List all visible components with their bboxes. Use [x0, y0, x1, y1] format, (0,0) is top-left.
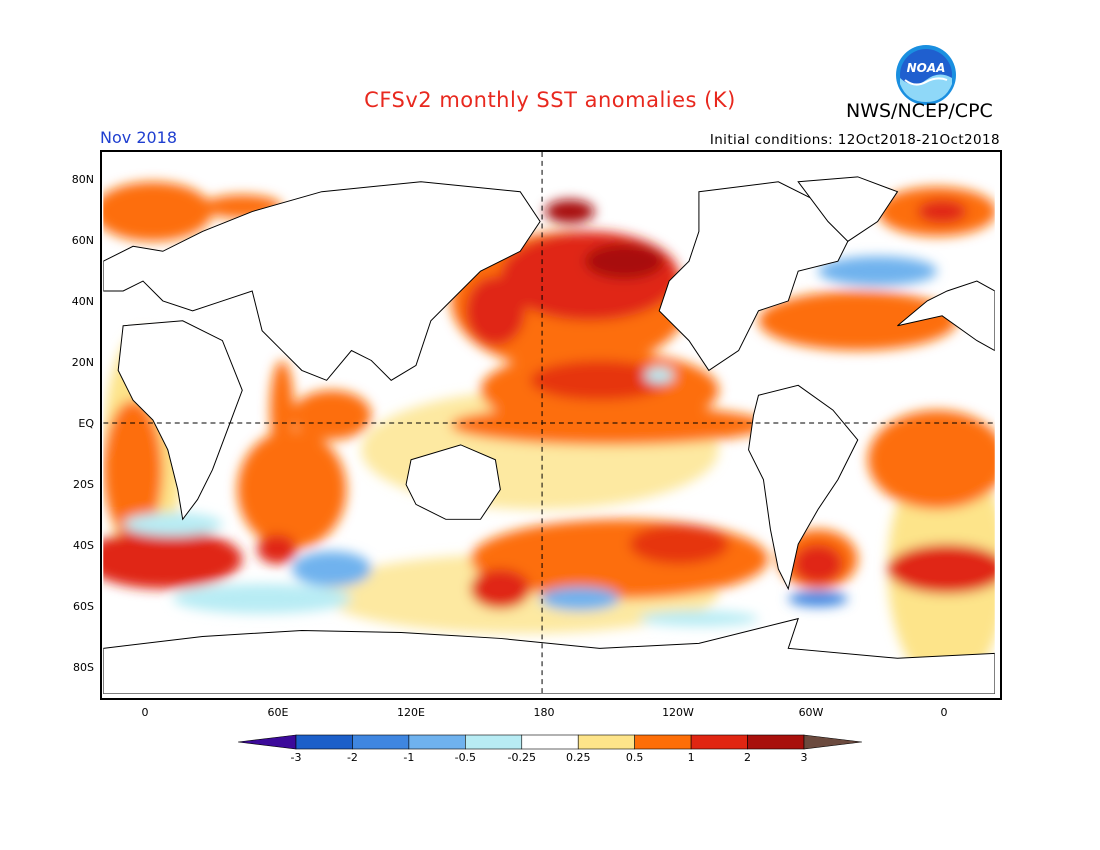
lon-label: 60W [798, 706, 824, 719]
colorbar-label: 2 [744, 751, 752, 764]
anomaly-field [103, 181, 995, 689]
lat-label: 40S [73, 539, 94, 552]
colorbar-max-arrow [803, 734, 862, 750]
colorbar-segment [521, 734, 579, 750]
colorbar-label: -2 [346, 751, 358, 764]
lat-label: 20S [73, 478, 94, 491]
valid-month: Nov 2018 [100, 128, 178, 147]
initial-conditions: Initial conditions: 12Oct2018-21Oct2018 [709, 132, 1000, 148]
colorbar-label: 3 [800, 751, 808, 764]
map-title: CFSv2 monthly SST anomalies (K) [364, 88, 736, 112]
colorbar [238, 734, 862, 750]
colorbar-segment [577, 734, 635, 750]
noaa-logo: NOAA [895, 44, 957, 106]
lon-label: 180 [533, 706, 555, 719]
colorbar-label: 0.25 [565, 751, 591, 764]
colorbar-segment [352, 734, 410, 750]
colorbar-label: -3 [290, 751, 302, 764]
colorbar-label: 1 [687, 751, 695, 764]
colorbar-label: -1 [403, 751, 415, 764]
colorbar-label: -0.25 [507, 751, 536, 764]
colorbar-label: 0.5 [625, 751, 644, 764]
lat-label: 80N [71, 173, 94, 186]
colorbar-segment [634, 734, 692, 750]
lon-label: 0 [940, 706, 948, 719]
lat-label: 60N [71, 234, 94, 247]
agency-label: NWS/NCEP/CPC [846, 100, 993, 122]
lon-label: 120W [662, 706, 694, 719]
lon-label: 120E [397, 706, 425, 719]
lon-label: 0 [141, 706, 149, 719]
landmasses [103, 176, 995, 695]
colorbar-segment [465, 734, 523, 750]
colorbar-segment [747, 734, 805, 750]
colorbar-segment [295, 734, 353, 750]
colorbar-min-arrow [238, 734, 297, 750]
lat-label: 40N [71, 295, 94, 308]
colorbar-segment [690, 734, 748, 750]
lon-label: 60E [267, 706, 289, 719]
lat-label: 80S [73, 661, 94, 674]
lat-label: 20N [71, 356, 94, 369]
colorbar-label: -0.5 [454, 751, 477, 764]
sst-anomaly-map [100, 150, 1002, 700]
lat-label: EQ [78, 417, 94, 430]
colorbar-segment [408, 734, 466, 750]
logo-text: NOAA [907, 61, 946, 75]
lat-label: 60S [73, 600, 94, 613]
